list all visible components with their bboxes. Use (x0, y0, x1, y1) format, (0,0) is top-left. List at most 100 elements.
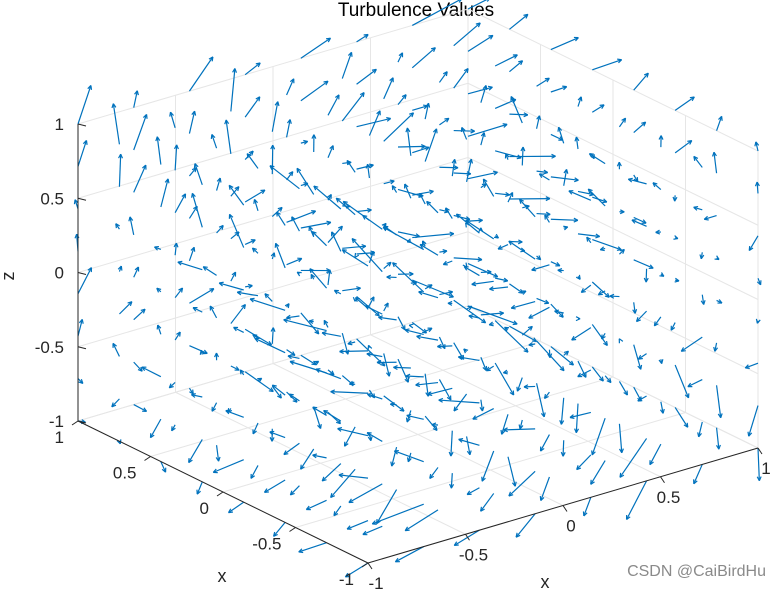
arrow-head (81, 419, 86, 423)
arrow-head (703, 300, 706, 305)
arrow-head (199, 350, 202, 355)
arrow-head (264, 293, 267, 299)
arrow (355, 297, 369, 309)
arrow-head (595, 233, 601, 237)
arrow (174, 331, 181, 341)
arrow-head (308, 320, 314, 325)
arrow-head (232, 68, 236, 73)
arrow-head (228, 511, 234, 514)
arrow (412, 279, 454, 298)
arrow (577, 190, 594, 196)
arrow (133, 114, 148, 151)
arrow (283, 442, 300, 455)
arrow-head (218, 282, 223, 287)
arrow (426, 201, 439, 214)
arrow-head (408, 271, 414, 275)
arrow (450, 430, 453, 457)
arrow-head (482, 318, 487, 324)
arrow-head (370, 436, 373, 441)
arrow-head (311, 231, 315, 237)
arrow (283, 319, 327, 332)
arrow (341, 92, 365, 122)
arrow (591, 104, 605, 113)
arrow-head (463, 348, 466, 354)
arrow-head (655, 231, 661, 235)
arrow-head (495, 233, 499, 239)
arrow-head (431, 424, 437, 428)
arrow (394, 450, 424, 463)
arrow-head (228, 185, 231, 190)
arrow-head (652, 182, 656, 188)
arrow (174, 242, 178, 256)
arrow (230, 365, 240, 371)
arrow (714, 342, 718, 352)
arrow (368, 296, 375, 306)
arrow-head (349, 382, 354, 387)
z-tick (77, 123, 87, 127)
arrow (344, 426, 356, 447)
arrow (467, 171, 498, 180)
arrow-head (638, 357, 643, 360)
arrow-head (376, 110, 381, 115)
arrow-head (545, 211, 551, 215)
arrow (356, 34, 369, 43)
arrow (424, 128, 438, 162)
arrow (445, 207, 453, 219)
arrow-head (430, 47, 436, 50)
arrow-head (251, 247, 255, 253)
arrow (202, 266, 217, 276)
arrow-head (405, 529, 410, 532)
arrow (509, 13, 529, 30)
arrow-head (286, 317, 291, 320)
arrow (494, 150, 522, 159)
arrow (230, 186, 240, 197)
arrow-head (448, 290, 453, 293)
arrow (453, 257, 483, 261)
arrow (286, 349, 296, 356)
arrow-head (366, 353, 371, 357)
z-tick-label: 0.5 (40, 189, 64, 208)
arrow (411, 321, 427, 334)
arrow-head (329, 145, 334, 149)
arrow-head (393, 366, 398, 371)
arrow-head (634, 308, 638, 314)
arrow-head (621, 117, 626, 121)
arrow (331, 231, 342, 252)
arrow-head (224, 119, 227, 125)
z-axis-label: z (0, 272, 18, 281)
arrow-head (346, 160, 349, 166)
arrow-head (499, 310, 504, 314)
arrow-head (253, 199, 256, 204)
arrow (327, 145, 334, 158)
arrow-head (523, 386, 529, 390)
arrow (591, 281, 610, 298)
arrow-head (235, 366, 240, 371)
arrow-head (347, 343, 353, 346)
arrow (244, 189, 266, 203)
arrow (289, 485, 300, 496)
y-tick (757, 447, 763, 455)
arrow (550, 133, 564, 141)
arrow (300, 312, 320, 335)
arrow-head (142, 113, 148, 118)
arrow (392, 262, 425, 293)
arrow-head (616, 161, 620, 167)
arrow (482, 178, 495, 197)
arrow-head (543, 412, 546, 418)
arrow-head (361, 244, 367, 247)
arrow-head (276, 211, 278, 217)
arrow-head (333, 513, 339, 517)
arrow-head (249, 298, 254, 303)
arrow-head (450, 293, 454, 298)
arrow (133, 308, 146, 321)
arrow (715, 385, 722, 418)
arrow-head (714, 347, 719, 352)
arrow (439, 117, 450, 126)
arrow-head (334, 94, 340, 99)
axes (71, 123, 763, 570)
arrow (424, 415, 438, 431)
arrow (346, 520, 369, 530)
arrow-head (519, 199, 522, 204)
arrow (465, 159, 472, 182)
arrow-head (406, 418, 411, 423)
